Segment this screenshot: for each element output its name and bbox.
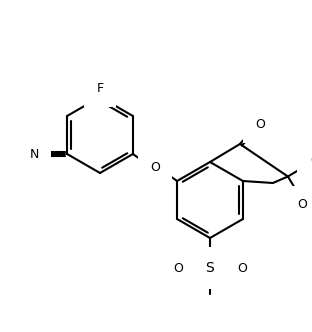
Text: O: O [310,154,312,167]
Text: O: O [297,198,307,211]
Text: O: O [150,161,160,174]
Text: S: S [206,261,214,275]
Text: F: F [96,81,104,95]
Text: O: O [173,262,183,275]
Text: O: O [237,262,247,275]
Text: O: O [255,118,265,130]
Text: N: N [29,147,39,160]
